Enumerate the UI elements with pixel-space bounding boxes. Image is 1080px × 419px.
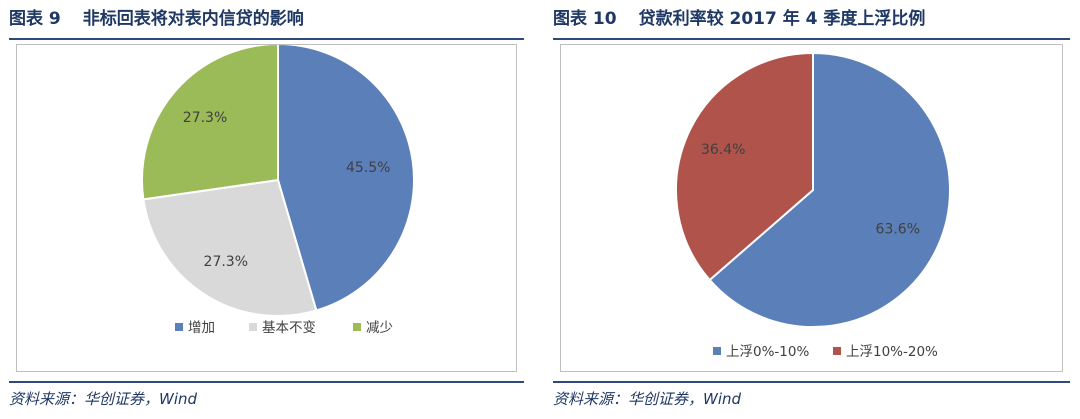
data-label-markup-10-20: 36.4%	[701, 142, 745, 158]
figure-10-title-text: 贷款利率较 2017 年 4 季度上浮比例	[638, 9, 926, 29]
legend-label-markup-10-20: 上浮10%-20%	[846, 344, 938, 360]
pie-chart-rate-markup: 63.6% 36.4% 上浮0%-10% 上浮10%-20%	[675, 51, 951, 360]
figure-9-top-rule	[9, 38, 524, 40]
figure-10-source: 资料来源：华创证券，Wind	[553, 390, 742, 408]
figure-10-chart-area: 63.6% 36.4% 上浮0%-10% 上浮10%-20%	[560, 44, 1063, 372]
legend-swatch-markup-0-10	[713, 347, 721, 355]
figure-10-number: 图表 10	[553, 9, 617, 29]
legend-label-unchanged: 基本不变	[262, 319, 316, 336]
figure-10-title: 图表 10 贷款利率较 2017 年 4 季度上浮比例	[553, 4, 1070, 34]
figure-9-source: 资料来源：华创证券，Wind	[9, 390, 198, 408]
figure-9-bottom-rule	[9, 381, 524, 383]
pie-slice-unchanged	[142, 178, 318, 317]
legend-label-markup-0-10: 上浮0%-10%	[726, 344, 809, 360]
legend-label-decrease: 减少	[366, 320, 393, 336]
data-label-unchanged: 27.3%	[204, 254, 248, 270]
figure-10-top-rule	[553, 38, 1070, 40]
legend-swatch-decrease	[353, 323, 361, 331]
legend-swatch-unchanged	[249, 323, 257, 331]
figure-9-panel: 图表 9 非标回表将对表内信贷的影响 45.5% 27.3% 27.3% 增加 基本不变 减…	[9, 0, 524, 419]
pie-slice-decrease	[141, 45, 279, 201]
pie-slice-increase	[277, 45, 415, 312]
figure-9-chart-area: 45.5% 27.3% 27.3% 增加 基本不变 减少	[16, 44, 517, 372]
figure-9-number: 图表 9	[9, 9, 61, 29]
legend-label-increase: 增加	[188, 320, 215, 336]
data-label-markup-0-10: 63.6%	[876, 222, 920, 238]
pie-slice-markup-0-10	[708, 51, 951, 328]
figure-9-title: 图表 9 非标回表将对表内信贷的影响	[9, 4, 524, 34]
data-label-decrease: 27.3%	[183, 110, 227, 126]
figure-10-bottom-rule	[553, 381, 1070, 383]
pie-chart-credit-impact: 45.5% 27.3% 27.3% 增加 基本不变 减少	[141, 45, 415, 336]
data-label-increase: 45.5%	[346, 160, 390, 176]
figure-10-panel: 图表 10 贷款利率较 2017 年 4 季度上浮比例 63.6% 36.4% 上浮0…	[553, 0, 1070, 419]
legend-swatch-markup-10-20	[833, 347, 841, 355]
pie-slice-markup-10-20	[675, 51, 814, 282]
legend-swatch-increase	[175, 323, 183, 331]
figure-9-title-text: 非标回表将对表内信贷的影响	[82, 9, 304, 29]
